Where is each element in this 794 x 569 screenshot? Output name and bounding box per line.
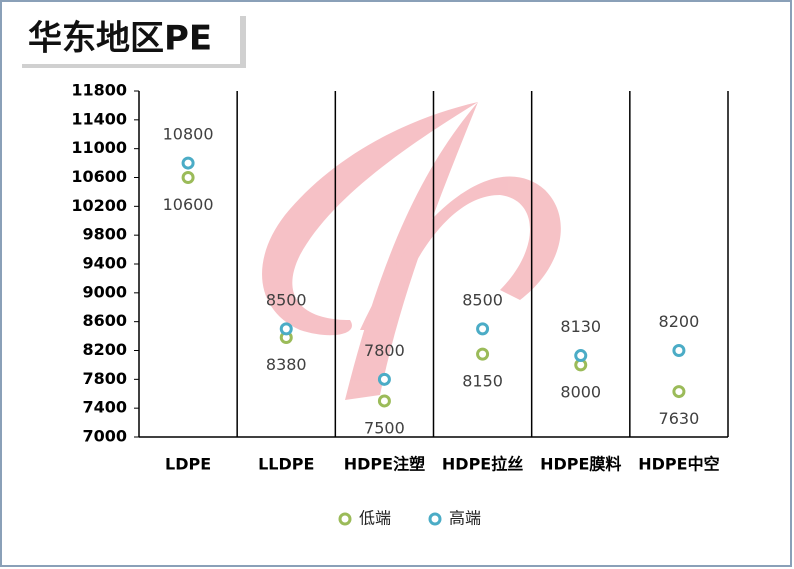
y-tick-label: 8200 [82,340,127,359]
legend-label: 高端 [449,509,481,528]
y-tick-label: 11800 [71,81,127,100]
watermark [262,102,561,400]
y-tick-label: 9800 [82,225,127,244]
y-tick-label: 7800 [82,369,127,388]
legend-marker [338,512,352,526]
y-tick-label: 7400 [82,398,127,417]
x-tick-label: LLDPE [258,455,314,474]
data-label: 8500 [462,290,503,309]
x-tick-label: HDPE中空 [638,455,719,474]
x-tick-label: HDPE膜料 [540,455,621,474]
marker [574,349,588,363]
chart-title: 华东地区PE [28,19,212,59]
marker [377,372,391,386]
marker [377,394,391,408]
y-tick-label: 9000 [82,282,127,301]
y-tick-label: 7000 [82,427,127,446]
data-label: 8200 [659,312,700,331]
legend-label: 低端 [359,509,391,528]
legend-marker [428,512,442,526]
x-tick-label: HDPE注塑 [344,455,425,474]
title-box [18,12,240,64]
marker [279,322,293,336]
marker [476,347,490,361]
data-label: 10800 [163,125,214,144]
marker [476,322,490,336]
data-label: 8380 [266,355,307,374]
y-tick-label: 10200 [71,196,127,215]
data-label: 8000 [560,382,601,401]
y-tick-label: 10600 [71,167,127,186]
x-tick-label: HDPE拉丝 [442,455,523,474]
data-label: 10600 [163,195,214,214]
data-label: 7500 [364,418,405,437]
marker [672,344,686,357]
y-tick-label: 9400 [82,254,127,273]
marker [181,156,195,170]
marker [672,385,686,399]
marker [181,171,195,184]
y-tick-label: 8600 [82,311,127,330]
data-label: 7630 [659,409,700,428]
data-label: 8500 [266,290,307,309]
data-label: 7800 [364,341,405,360]
data-label: 8150 [462,372,503,391]
y-tick-label: 11000 [71,138,127,157]
data-label: 8130 [560,317,601,336]
y-tick-label: 11400 [71,109,127,128]
x-tick-label: LDPE [165,455,211,474]
